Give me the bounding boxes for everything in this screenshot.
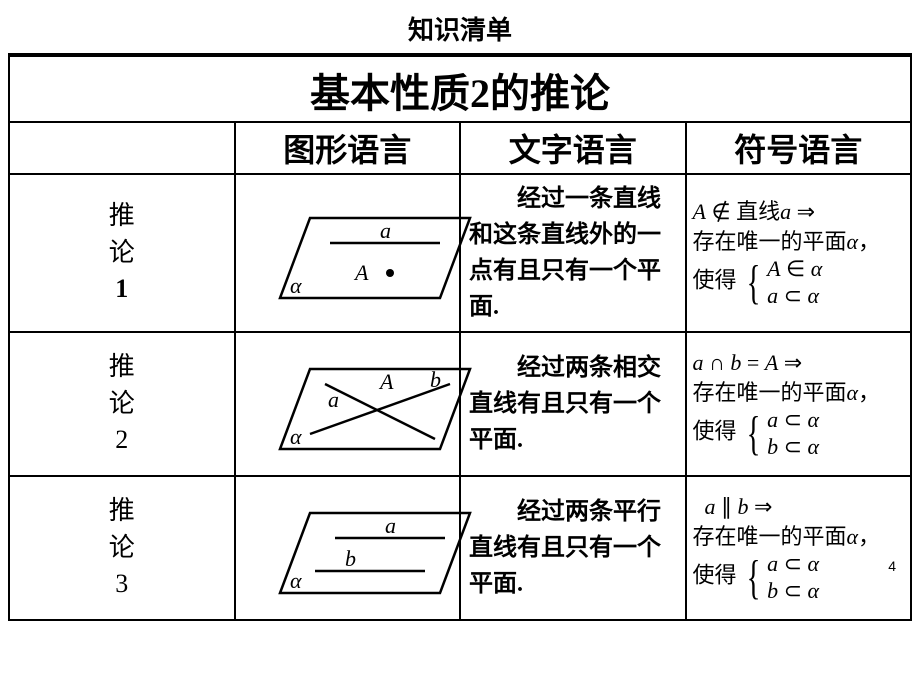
table-row: 推 论 1 α a A 经过一条直线和这条直线外的一点有且只有一个平面. A ∉ [9, 174, 911, 332]
svg-text:b: b [345, 546, 356, 571]
table-row: 推 论 3 α a b 经过两条平行直线有且只有一个平面. a ∥ [9, 476, 911, 620]
corner-cell [9, 122, 235, 174]
symbol-lang-cell: a ∥ b ⇒ 存在唯一的平面α， 使得 { a ⊂ α b ⊂ α 4 [686, 476, 912, 620]
svg-text:b: b [430, 367, 441, 392]
page-number: 4 [888, 557, 896, 576]
column-header-row: 图形语言 文字语言 符号语言 [9, 122, 911, 174]
row-label: 推 论 1 [9, 174, 235, 332]
svg-text:α: α [290, 568, 302, 593]
col-header-symbol: 符号语言 [686, 122, 912, 174]
svg-text:A: A [378, 369, 394, 394]
main-title-cell: 基本性质2的推论 [9, 56, 911, 122]
figure-cell: α a A [235, 174, 461, 332]
title-row: 基本性质2的推论 [9, 56, 911, 122]
svg-text:α: α [290, 424, 302, 449]
page-header: 知识清单 [0, 0, 920, 53]
figure-line-point: α a A [240, 188, 480, 318]
text-lang-cell: 经过两条平行直线有且只有一个平面. [460, 476, 686, 620]
main-table: 基本性质2的推论 图形语言 文字语言 符号语言 推 论 1 α a A [8, 55, 912, 621]
table-row: 推 论 2 α a b A 经过两条相交直线有且只有一个平面. a [9, 332, 911, 476]
symbol-lang-cell: a ∩ b = A ⇒ 存在唯一的平面α， 使得 { a ⊂ α b ⊂ α [686, 332, 912, 476]
symbol-lang-cell: A ∉ 直线a ⇒ 存在唯一的平面α， 使得 { A ∈ α a ⊂ α [686, 174, 912, 332]
table-wrapper: 基本性质2的推论 图形语言 文字语言 符号语言 推 论 1 α a A [8, 53, 912, 621]
text-lang-cell: 经过两条相交直线有且只有一个平面. [460, 332, 686, 476]
svg-text:α: α [290, 273, 302, 298]
row-label: 推 论 2 [9, 332, 235, 476]
svg-text:a: a [385, 513, 396, 538]
figure-cell: α a b [235, 476, 461, 620]
col-header-figure: 图形语言 [235, 122, 461, 174]
text-lang-cell: 经过一条直线和这条直线外的一点有且只有一个平面. [460, 174, 686, 332]
figure-cell: α a b A [235, 332, 461, 476]
svg-text:a: a [328, 387, 339, 412]
col-header-text: 文字语言 [460, 122, 686, 174]
figure-intersecting: α a b A [240, 339, 480, 469]
svg-text:A: A [353, 260, 369, 285]
figure-parallel: α a b [240, 483, 480, 613]
row-label: 推 论 3 [9, 476, 235, 620]
svg-text:a: a [380, 218, 391, 243]
